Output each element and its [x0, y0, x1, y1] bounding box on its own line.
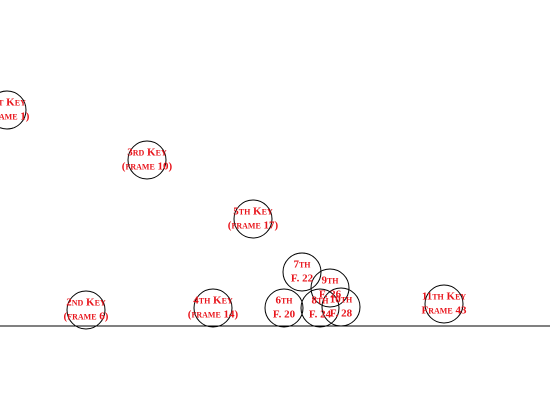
key-circle — [300, 288, 340, 328]
key-label: 10th — [330, 294, 353, 306]
key-label: 6th — [275, 295, 293, 307]
key-label: F. 26 — [319, 289, 342, 301]
key-label: 8th — [311, 295, 329, 307]
key-circle — [193, 288, 233, 328]
key-label: F. 20 — [273, 309, 296, 321]
key-label: F. 24 — [309, 309, 332, 321]
key-label: Frame 43 — [422, 305, 467, 317]
key-circle — [264, 288, 304, 328]
key-label: 11th Key — [422, 291, 467, 303]
key-label: 7th — [293, 259, 311, 271]
key-label: 2nd Key — [66, 297, 106, 309]
key-label: 1st Key — [0, 97, 26, 109]
key-circle — [233, 199, 273, 239]
key-circle — [321, 287, 361, 327]
key-label: (frame 1) — [0, 111, 30, 123]
key-label: 5th Key — [233, 206, 273, 218]
key-label: (frame 14) — [188, 309, 239, 321]
key-circle — [424, 284, 464, 324]
key-label: (frame 10) — [122, 161, 173, 173]
key-circle — [310, 268, 350, 308]
key-label: F. 28 — [330, 308, 353, 320]
key-circle — [66, 290, 106, 330]
key-label: 4th Key — [193, 295, 233, 307]
key-circle — [0, 90, 27, 130]
key-circle — [127, 140, 167, 180]
key-label: F. 22 — [291, 273, 314, 285]
key-circle — [282, 252, 322, 292]
key-label: (frame 6) — [64, 311, 109, 323]
key-label: (frame 17) — [228, 220, 279, 232]
key-label: 3rd Key — [127, 147, 167, 159]
key-label: 9th — [321, 275, 339, 287]
